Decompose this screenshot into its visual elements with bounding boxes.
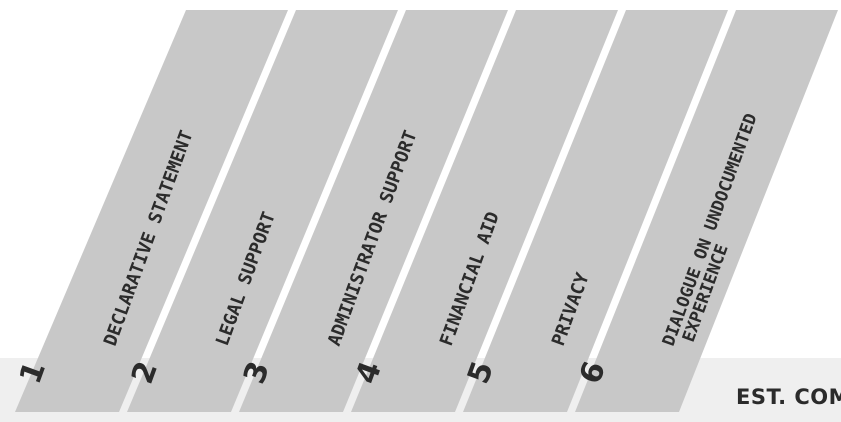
step-panel-2 (127, 10, 398, 412)
step-panel-4 (351, 10, 618, 412)
step-panel-1 (15, 10, 288, 412)
step-panel-5 (463, 10, 728, 412)
step-panel-3 (239, 10, 508, 412)
footer-text: EST. COMP (736, 385, 841, 409)
step-panel-6 (575, 10, 838, 412)
